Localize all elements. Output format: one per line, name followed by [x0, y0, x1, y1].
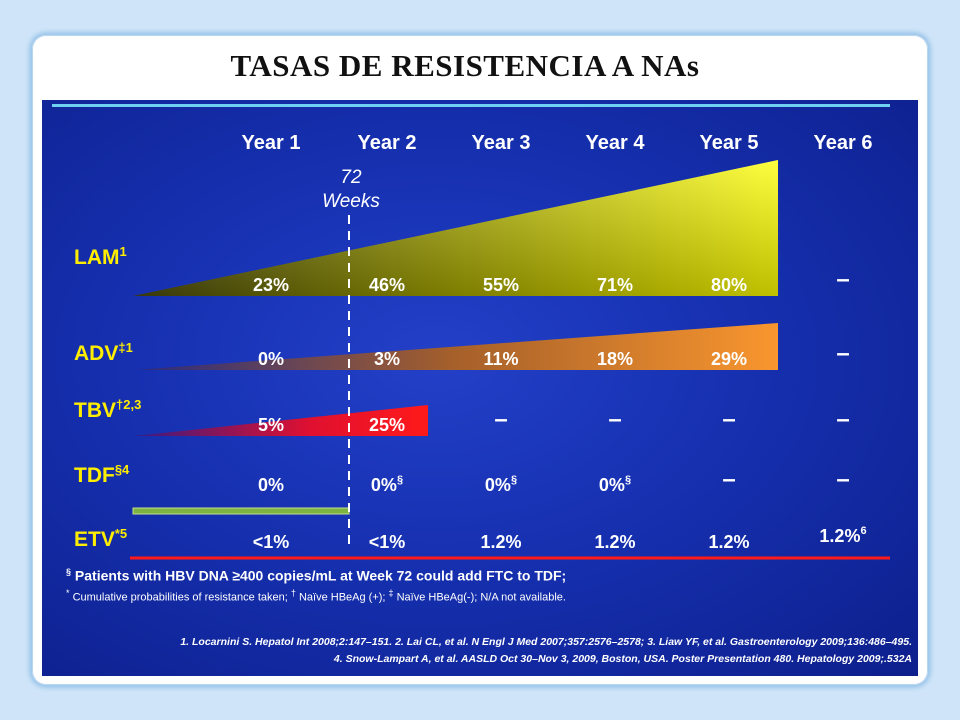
lam-value-2: 46%	[369, 275, 405, 295]
adv-value-5: 29%	[711, 349, 747, 369]
etv-value-5: 1.2%	[708, 532, 749, 552]
lam-value-5: 80%	[711, 275, 747, 295]
tbv-value-3: –	[494, 406, 507, 433]
tbv-wedge	[134, 405, 428, 436]
etv-value-2: <1%	[369, 532, 406, 552]
page-title: TASAS DE RESISTENCIA A NAs	[230, 48, 700, 83]
header-year-4: Year 4	[586, 132, 646, 154]
adv-wedge	[134, 323, 778, 370]
column-headers: Year 1 Year 2 Year 3 Year 4 Year 5 Year …	[242, 132, 873, 154]
marker-unit: Weeks	[322, 191, 380, 212]
footnote-2: * Cumulative probabilities of resistance…	[66, 588, 566, 604]
drug-labels: LAM1 ADV‡1 TBV†2,3 TDF§4 ETV*5	[74, 244, 141, 551]
drug-label-tdf: TDF§4	[74, 462, 130, 487]
tbv-value-2: 25%	[369, 415, 405, 435]
reference-line-2: 4. Snow-Lampart A, et al. AASLD Oct 30–N…	[333, 653, 912, 665]
tbv-value-6: –	[836, 406, 849, 433]
tbv-value-4: –	[608, 406, 621, 433]
adv-value-4: 18%	[597, 349, 633, 369]
header-year-2: Year 2	[358, 132, 417, 154]
tdf-value-2: 0%§	[371, 474, 403, 495]
marker-number: 72	[340, 167, 362, 188]
lam-value-1: 23%	[253, 275, 289, 295]
lam-value-4: 71%	[597, 275, 633, 295]
header-year-3: Year 3	[472, 132, 531, 154]
adv-value-2: 3%	[374, 349, 400, 369]
tdf-value-4: 0%§	[599, 474, 631, 495]
tdf-value-1: 0%	[258, 475, 284, 495]
header-year-5: Year 5	[700, 132, 759, 154]
reference-line-1: 1. Locarnini S. Hepatol Int 2008;2:147–1…	[180, 636, 912, 648]
header-year-6: Year 6	[814, 132, 873, 154]
value-cells: 23% 46% 55% 71% 80% – 0% 3% 11% 18% 29% – 5% 25% – – – – 0…	[253, 266, 867, 552]
lam-value-3: 55%	[483, 275, 519, 295]
drug-label-tbv: TBV†2,3	[74, 397, 141, 422]
etv-value-6: 1.2%6	[819, 525, 866, 546]
drug-label-lam: LAM1	[74, 244, 127, 269]
adv-value-3: 11%	[483, 349, 518, 369]
drug-label-adv: ADV‡1	[74, 340, 133, 365]
footnote-1: § Patients with HBV DNA ≥400 copies/mL a…	[66, 567, 567, 584]
tbv-value-1: 5%	[258, 415, 284, 435]
etv-value-1: <1%	[253, 532, 290, 552]
drug-label-etv: ETV*5	[74, 526, 127, 551]
tdf-value-5: –	[722, 466, 735, 493]
lam-value-6: –	[836, 266, 849, 293]
tdf-bar	[132, 507, 350, 515]
tdf-value-6: –	[836, 466, 849, 493]
etv-value-4: 1.2%	[594, 532, 635, 552]
etv-value-3: 1.2%	[480, 532, 521, 552]
top-divider	[52, 104, 890, 107]
adv-value-1: 0%	[258, 349, 284, 369]
lam-wedge-shade	[133, 160, 778, 296]
tdf-value-3: 0%§	[485, 474, 517, 495]
adv-value-6: –	[836, 340, 849, 367]
tbv-value-5: –	[722, 406, 735, 433]
header-year-1: Year 1	[242, 132, 301, 154]
